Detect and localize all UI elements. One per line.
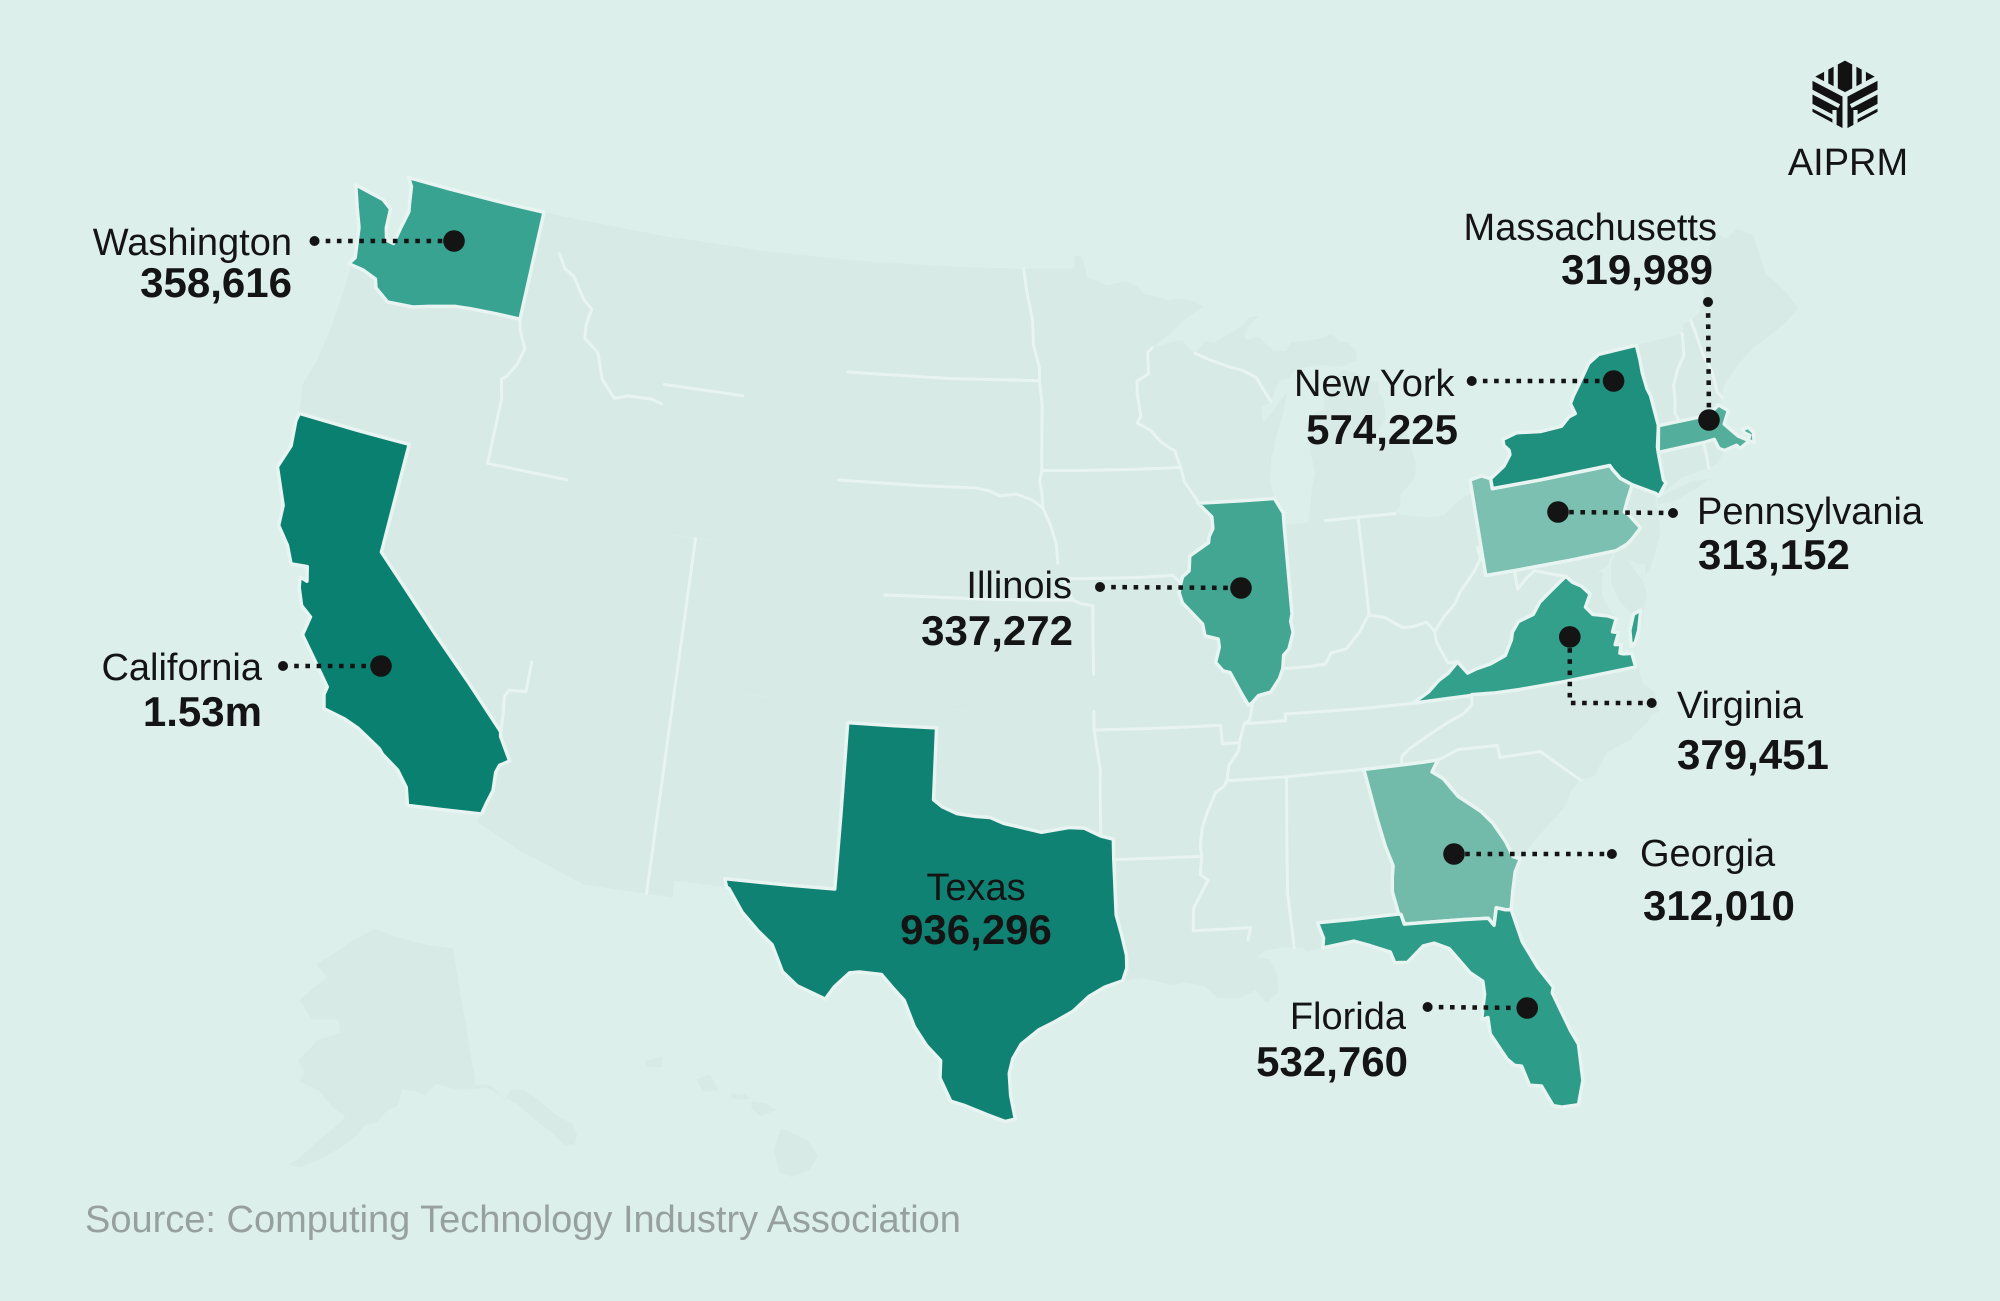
svg-text:1.53m: 1.53m <box>143 688 262 735</box>
svg-text:California: California <box>101 647 262 689</box>
svg-text:Illinois: Illinois <box>966 565 1072 607</box>
svg-text:AIPRM: AIPRM <box>1788 142 1908 184</box>
svg-text:Texas: Texas <box>926 867 1025 909</box>
svg-text:337,272: 337,272 <box>921 607 1073 654</box>
svg-text:Pennsylvania: Pennsylvania <box>1697 491 1924 533</box>
svg-text:Washington: Washington <box>93 222 292 264</box>
svg-text:379,451: 379,451 <box>1677 731 1829 778</box>
svg-text:New York: New York <box>1294 363 1456 405</box>
svg-text:313,152: 313,152 <box>1698 531 1850 578</box>
svg-text:358,616: 358,616 <box>140 259 292 306</box>
svg-text:Source: Computing Technology I: Source: Computing Technology Industry As… <box>85 1199 961 1241</box>
svg-text:Florida: Florida <box>1290 996 1407 1038</box>
svg-text:Virginia: Virginia <box>1677 685 1804 727</box>
svg-text:Georgia: Georgia <box>1640 833 1776 875</box>
svg-text:319,989: 319,989 <box>1561 246 1713 293</box>
svg-text:Massachusetts: Massachusetts <box>1464 207 1717 249</box>
svg-text:936,296: 936,296 <box>900 906 1052 953</box>
svg-text:312,010: 312,010 <box>1643 882 1795 929</box>
svg-text:574,225: 574,225 <box>1306 406 1458 453</box>
svg-text:532,760: 532,760 <box>1256 1038 1408 1085</box>
